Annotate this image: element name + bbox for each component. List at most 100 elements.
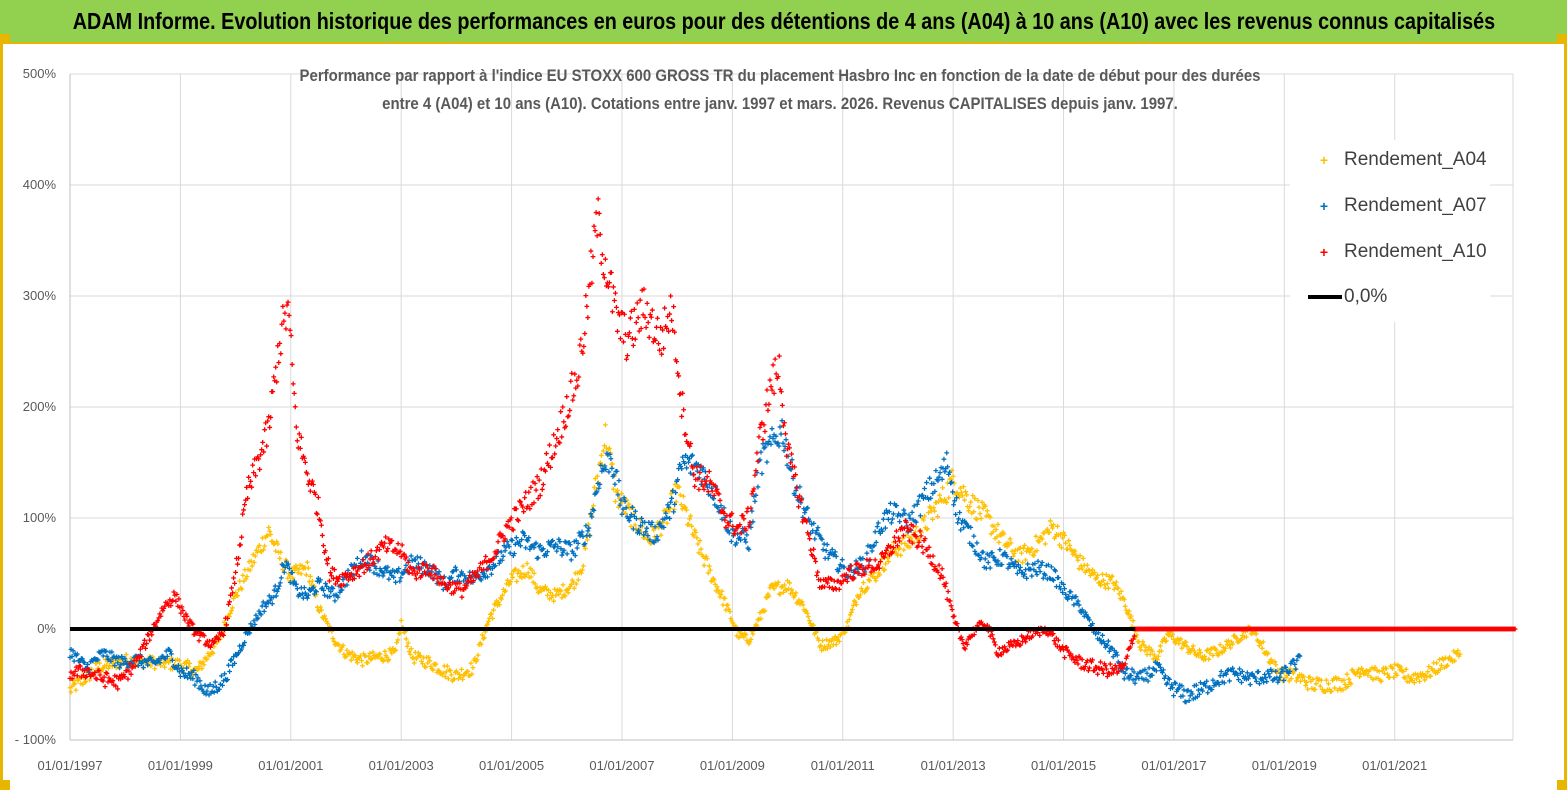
- data-point: [353, 657, 359, 663]
- data-point: [727, 518, 733, 524]
- data-point: [666, 504, 672, 510]
- data-point: [705, 489, 711, 494]
- data-point: [197, 678, 203, 684]
- data-point: [891, 545, 896, 551]
- data-point: [848, 563, 854, 569]
- data-point: [937, 492, 942, 498]
- data-point: [345, 567, 351, 573]
- data-point: [633, 508, 638, 514]
- data-point: [356, 573, 362, 579]
- data-point: [171, 589, 177, 595]
- data-point: [328, 570, 333, 576]
- data-point: [1123, 607, 1129, 613]
- data-point: [323, 548, 328, 554]
- data-point: [996, 539, 1002, 545]
- data-point: [175, 663, 181, 668]
- data-point: [297, 445, 303, 451]
- data-point: [1025, 561, 1031, 567]
- data-point: [1047, 529, 1052, 535]
- data-point: [936, 474, 942, 480]
- data-point: [781, 589, 786, 595]
- data-point: [793, 472, 798, 478]
- data-point: [162, 656, 168, 662]
- data-point: [1130, 677, 1136, 683]
- data-point: [907, 527, 913, 533]
- data-point: [928, 495, 934, 501]
- data-point: [372, 554, 378, 560]
- data-point: [143, 646, 148, 651]
- data-point: [87, 677, 93, 683]
- data-point: [882, 567, 888, 573]
- data-point: [696, 487, 702, 492]
- data-point: [275, 541, 281, 547]
- data-point: [185, 620, 191, 626]
- data-point: [395, 637, 401, 643]
- data-point: [1341, 677, 1347, 683]
- data-point: [922, 536, 928, 541]
- data-point: [1210, 677, 1216, 683]
- data-point: [622, 311, 627, 317]
- data-point: [1104, 674, 1110, 679]
- data-point: [212, 639, 217, 645]
- data-point: [452, 588, 458, 594]
- data-point: [682, 461, 688, 466]
- data-point: [860, 556, 866, 561]
- data-point: [832, 549, 838, 555]
- legend-item-a10: + Rendement_A10: [1304, 237, 1487, 267]
- data-point: [1122, 670, 1128, 676]
- data-point: [196, 664, 202, 669]
- data-point: [385, 546, 391, 552]
- data-point: [1200, 688, 1205, 694]
- data-point: [1052, 641, 1058, 647]
- data-point: [279, 321, 285, 327]
- data-point: [462, 573, 468, 579]
- data-point: [274, 589, 280, 594]
- data-point: [802, 510, 808, 516]
- data-point: [397, 578, 403, 584]
- data-point: [506, 524, 512, 530]
- data-point: [664, 514, 670, 520]
- data-point: [235, 561, 240, 567]
- data-point: [1228, 645, 1233, 651]
- data-point: [459, 666, 464, 672]
- data-point: [1235, 672, 1240, 678]
- data-point: [722, 595, 728, 601]
- data-point: [699, 478, 705, 484]
- data-point: [571, 393, 577, 399]
- data-point: [170, 597, 176, 603]
- data-point: [1144, 670, 1150, 676]
- data-point: [1090, 657, 1095, 663]
- data-point: [1170, 632, 1175, 637]
- data-point: [815, 525, 821, 531]
- data-point: [623, 332, 628, 337]
- y-tick-label: 200%: [22, 399, 56, 414]
- data-point: [1022, 571, 1027, 577]
- data-point: [1025, 633, 1030, 639]
- data-point: [668, 499, 674, 505]
- data-point: [1162, 675, 1167, 681]
- data-point: [583, 523, 589, 529]
- data-point: [269, 601, 275, 607]
- data-point: [139, 654, 144, 659]
- data-point: [319, 607, 324, 613]
- data-point: [945, 464, 951, 470]
- data-point: [359, 658, 364, 664]
- x-tick-label: 01/01/2007: [589, 758, 655, 773]
- data-point: [242, 502, 248, 508]
- data-point: [313, 510, 319, 516]
- data-point: [210, 650, 216, 656]
- data-point: [359, 548, 364, 554]
- data-point: [1161, 667, 1166, 673]
- legend-label-a04: Rendement_A04: [1344, 149, 1487, 170]
- data-point: [169, 657, 175, 663]
- data-point: [947, 469, 953, 475]
- data-point: [216, 686, 222, 692]
- data-point: [672, 329, 678, 335]
- data-point: [634, 516, 639, 522]
- data-point: [349, 571, 354, 577]
- data-point: [711, 493, 717, 498]
- data-point: [227, 669, 232, 674]
- data-point: [443, 669, 449, 675]
- data-point: [814, 528, 820, 533]
- data-point: [1077, 553, 1083, 559]
